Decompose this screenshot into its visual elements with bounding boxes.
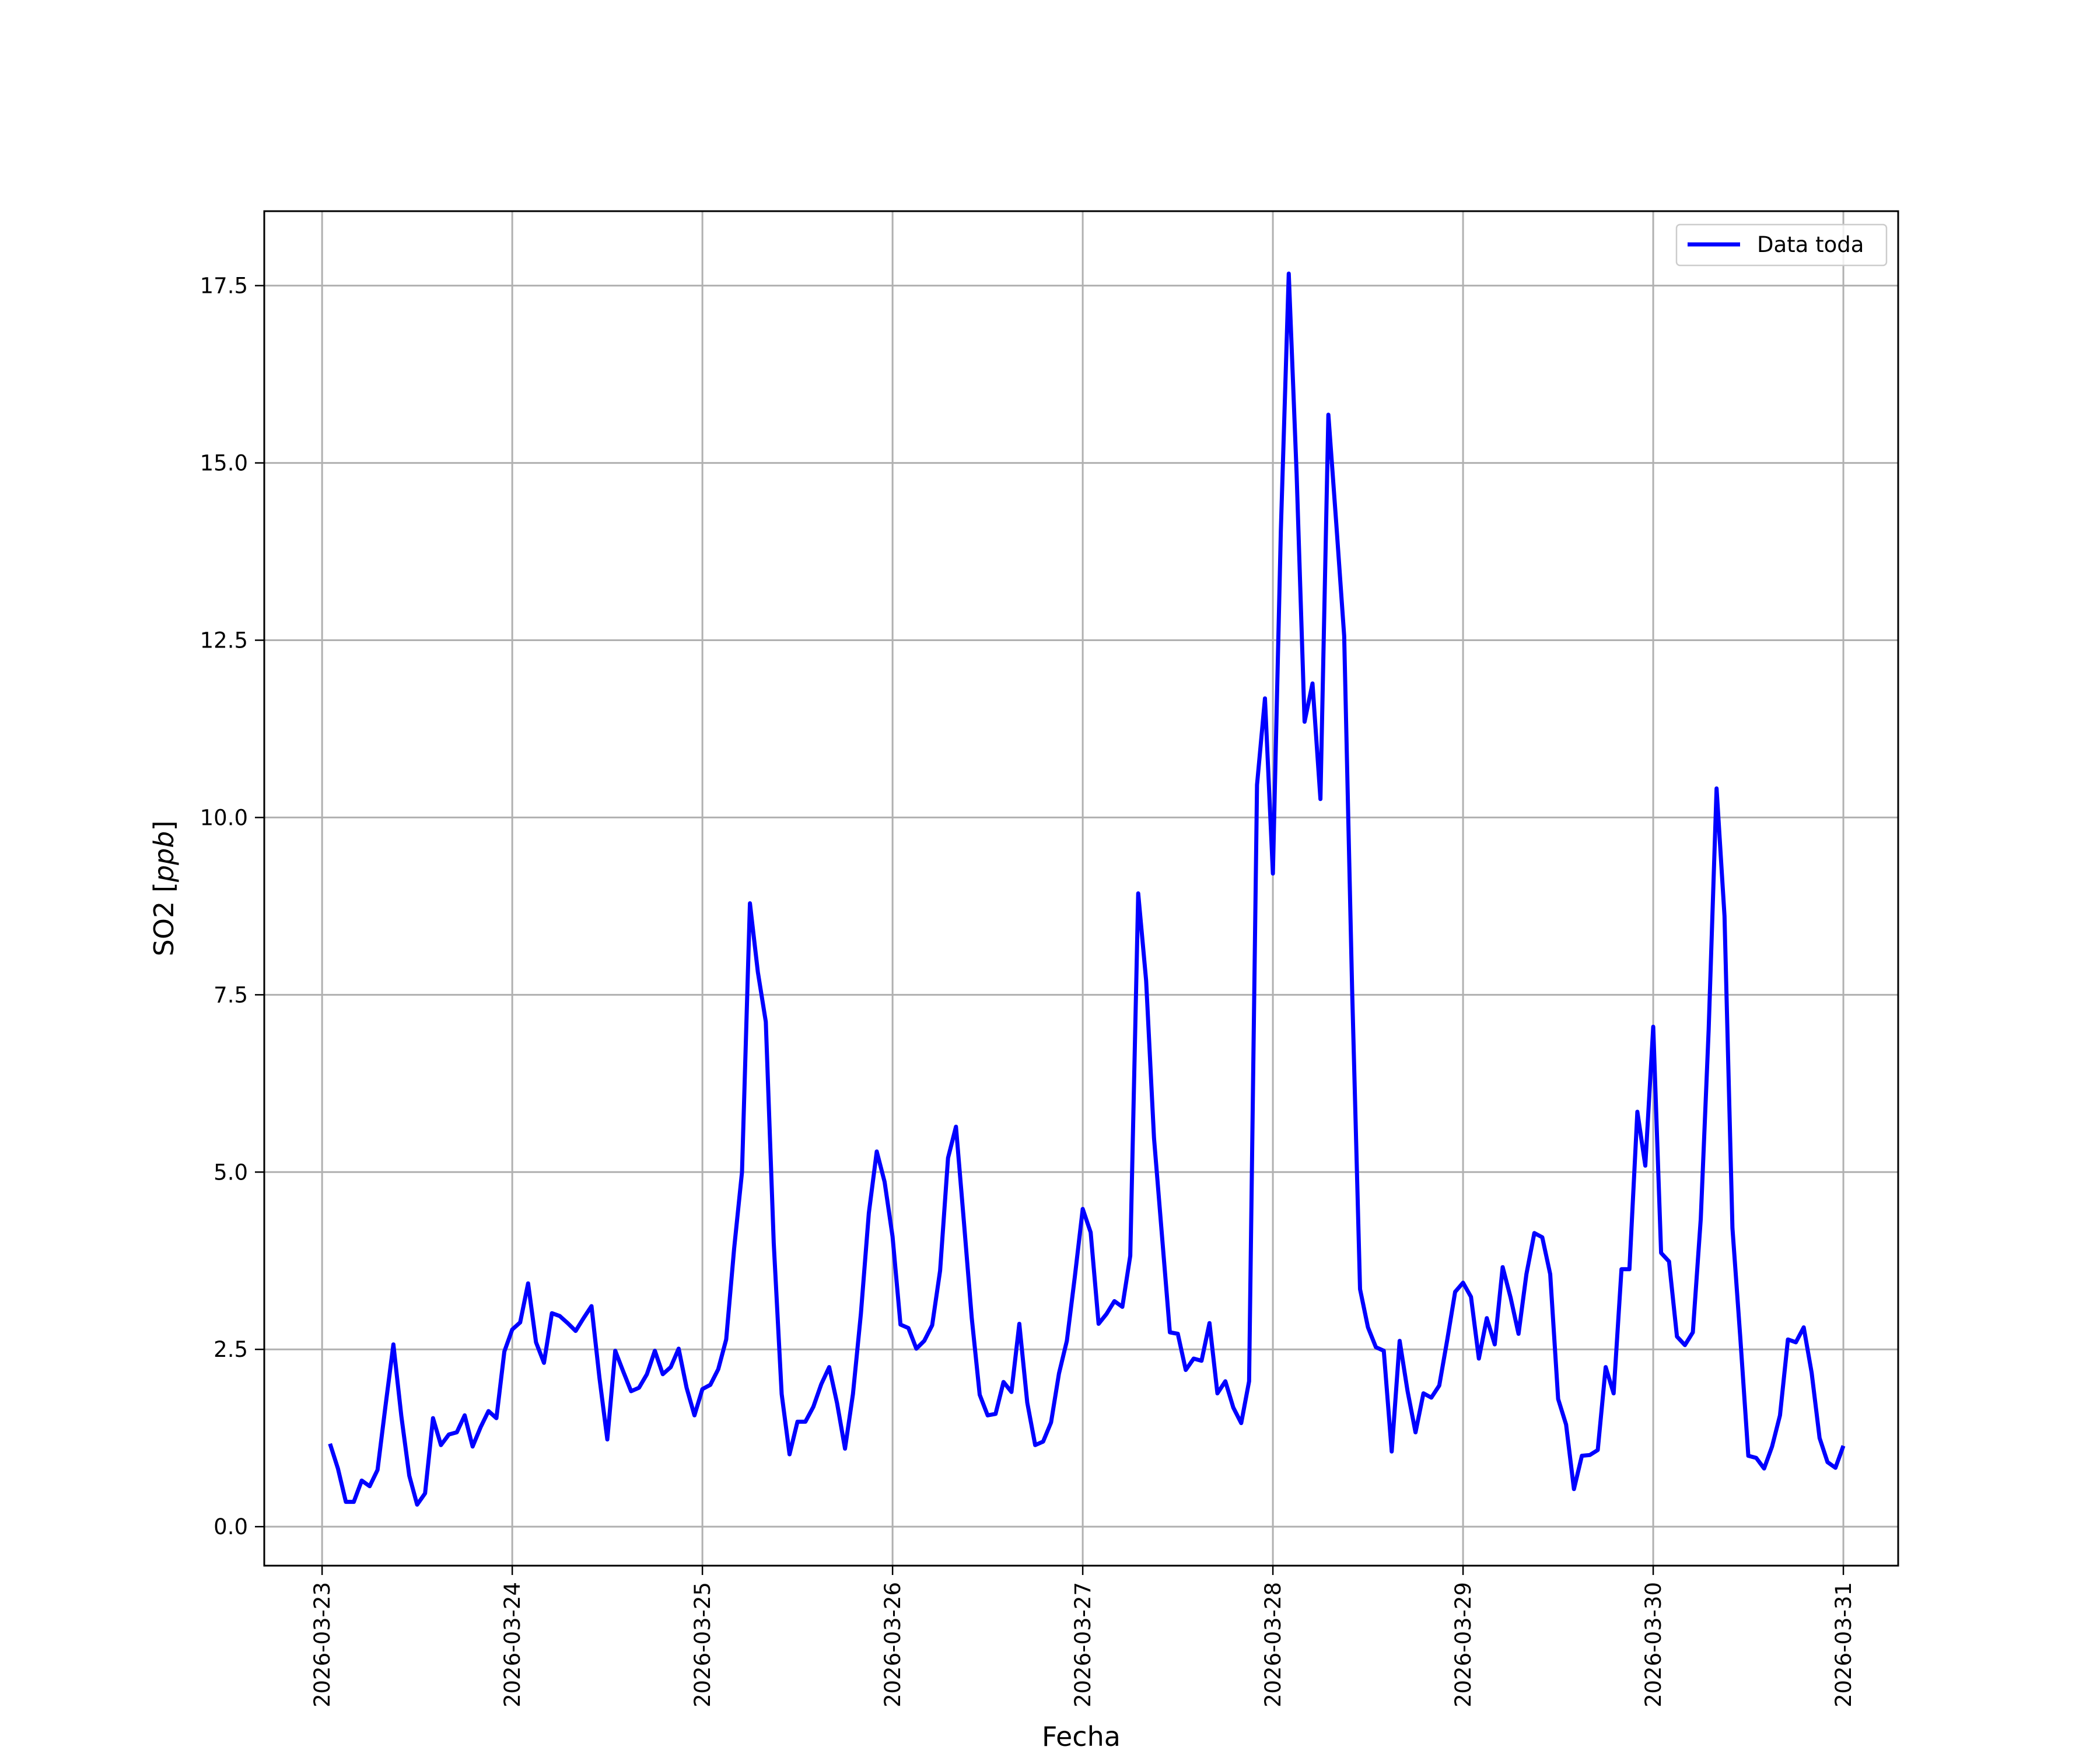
x-tick-label: 2026-03-24 — [500, 1582, 525, 1707]
y-tick-label: 0.0 — [214, 1514, 248, 1539]
x-tick-label: 2026-03-26 — [880, 1582, 905, 1707]
y-tick-label: 2.5 — [214, 1337, 248, 1362]
y-tick-label: 5.0 — [214, 1160, 248, 1185]
y-tick-label: 17.5 — [200, 274, 248, 299]
axis-tick-labels: 2026-03-23 2026-03-24 2026-03-25 2026-03-26… — [200, 274, 1856, 1707]
y-tick-label: 15.0 — [200, 451, 248, 476]
x-tick-label: 2026-03-31 — [1831, 1582, 1856, 1707]
grid-lines — [264, 211, 1898, 1566]
y-tick-label: 10.0 — [200, 805, 248, 830]
x-tick-label: 2026-03-23 — [310, 1582, 335, 1707]
x-tick-label: 2026-03-28 — [1261, 1582, 1286, 1707]
y-axis-label-base: SO2 [ — [148, 882, 180, 956]
legend: Data toda — [1675, 223, 1888, 267]
y-axis-label-unit: ppb — [148, 831, 180, 883]
x-tick-label: 2026-03-27 — [1070, 1582, 1096, 1707]
legend-label: Data toda — [1757, 232, 1864, 257]
axes-frame — [263, 210, 1899, 1567]
axis-ticks — [255, 285, 1845, 1575]
y-tick-label: 12.5 — [200, 628, 248, 653]
x-tick-label: 2026-03-25 — [690, 1582, 715, 1707]
y-axis-label: SO2 [ppb] — [148, 821, 180, 957]
y-tick-label: 7.5 — [214, 982, 248, 1007]
x-tick-label: 2026-03-30 — [1641, 1582, 1666, 1707]
y-axis-label-end: ] — [148, 821, 180, 831]
series-line-data-toda — [328, 271, 1846, 1507]
x-tick-label: 2026-03-29 — [1451, 1582, 1476, 1707]
legend-box — [1675, 223, 1888, 267]
x-axis-label: Fecha — [1042, 1721, 1121, 1750]
